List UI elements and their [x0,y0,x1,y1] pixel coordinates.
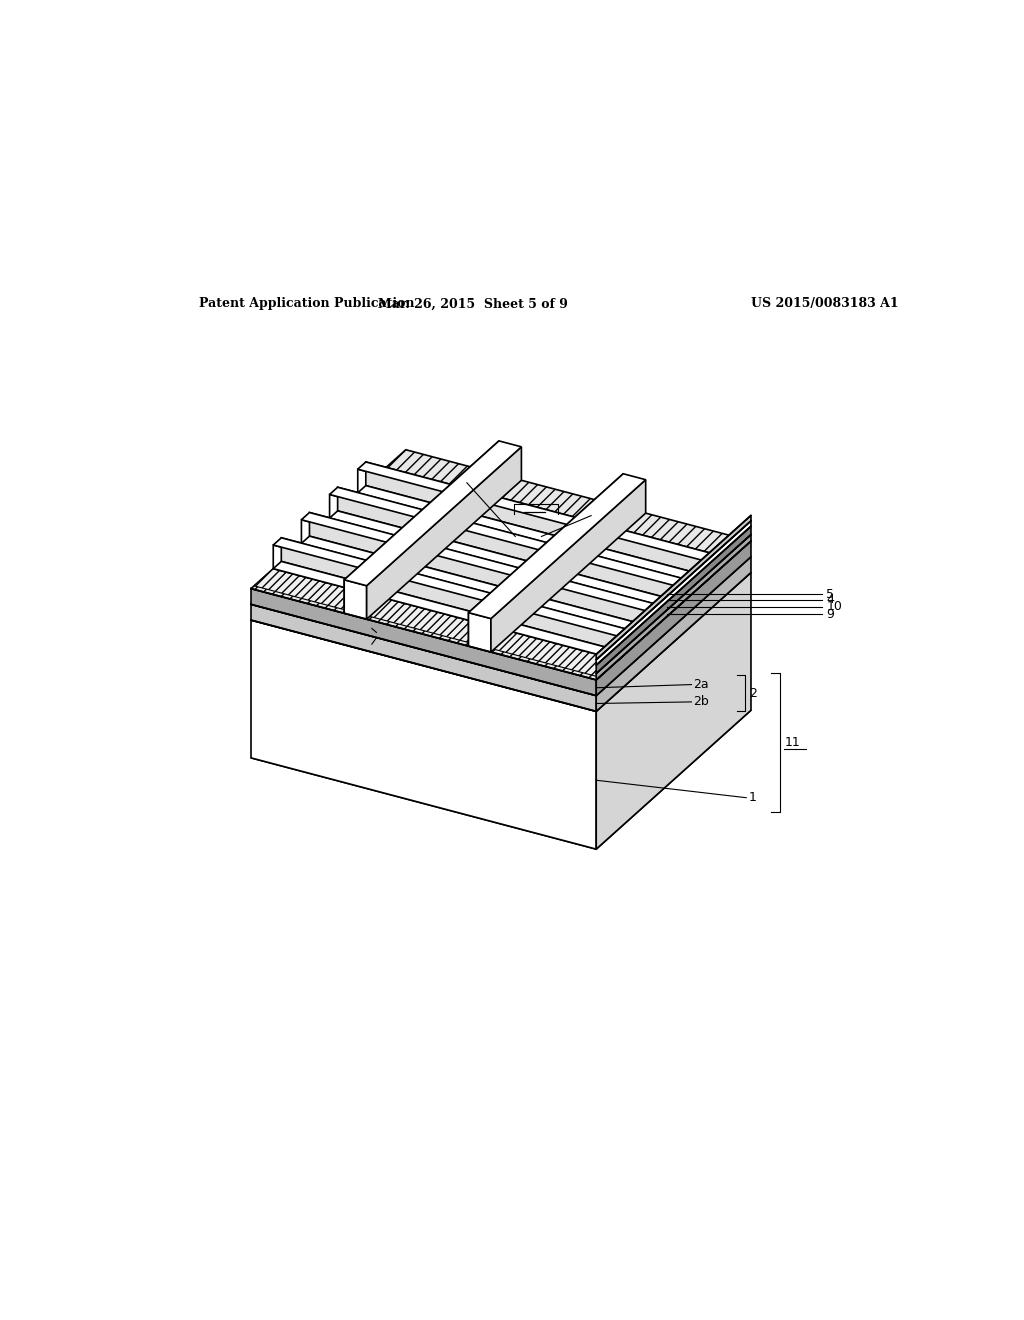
Text: US 2015/0083183 A1: US 2015/0083183 A1 [751,297,899,310]
Polygon shape [618,630,627,660]
Text: Mar. 26, 2015  Sheet 5 of 9: Mar. 26, 2015 Sheet 5 of 9 [378,297,568,310]
Polygon shape [283,544,646,652]
Text: 2a: 2a [693,678,709,692]
Polygon shape [273,545,618,660]
Text: 8: 8 [530,498,539,511]
Polygon shape [344,579,367,619]
Text: 4: 4 [826,594,835,606]
Polygon shape [469,474,624,645]
Text: 2b: 2b [693,696,709,709]
Polygon shape [344,441,521,586]
Polygon shape [273,561,627,660]
Text: 5: 5 [826,587,835,601]
Polygon shape [646,603,654,635]
Polygon shape [596,557,751,711]
Text: 9: 9 [826,607,835,620]
Text: 10: 10 [826,601,843,614]
Polygon shape [251,589,596,696]
Polygon shape [254,569,618,677]
Polygon shape [301,512,654,611]
Text: 6: 6 [538,520,546,533]
Text: 2: 2 [750,686,758,700]
Polygon shape [301,536,654,635]
Polygon shape [251,619,751,849]
Text: FIG.3: FIG.3 [381,474,471,503]
Polygon shape [330,511,683,610]
Text: 2b: 2b [354,631,370,644]
Polygon shape [367,470,729,576]
Text: 11: 11 [784,735,800,748]
Polygon shape [357,486,711,583]
Polygon shape [309,512,654,627]
Polygon shape [596,535,751,680]
Polygon shape [596,573,751,849]
Polygon shape [702,553,711,583]
Polygon shape [367,447,521,619]
Text: 7: 7 [511,520,519,533]
Polygon shape [344,441,499,614]
Polygon shape [596,521,751,665]
Polygon shape [469,612,490,652]
Polygon shape [357,469,702,583]
Polygon shape [251,450,751,680]
Polygon shape [339,492,702,602]
Polygon shape [330,495,675,610]
Polygon shape [310,517,675,627]
Polygon shape [469,474,646,619]
Polygon shape [357,462,711,561]
Text: 1: 1 [749,791,757,804]
Polygon shape [301,520,646,635]
Text: Patent Application Publication: Patent Application Publication [200,297,415,310]
Polygon shape [251,605,596,711]
Polygon shape [251,620,596,849]
Polygon shape [596,515,751,660]
Polygon shape [251,466,751,696]
Polygon shape [338,487,683,602]
Text: 2a: 2a [354,626,370,639]
Polygon shape [282,537,627,652]
Polygon shape [273,537,627,636]
Polygon shape [490,479,646,652]
Polygon shape [596,527,751,673]
Polygon shape [366,462,711,577]
Polygon shape [596,541,751,696]
Polygon shape [330,487,683,586]
Polygon shape [251,482,751,711]
Polygon shape [675,578,683,610]
